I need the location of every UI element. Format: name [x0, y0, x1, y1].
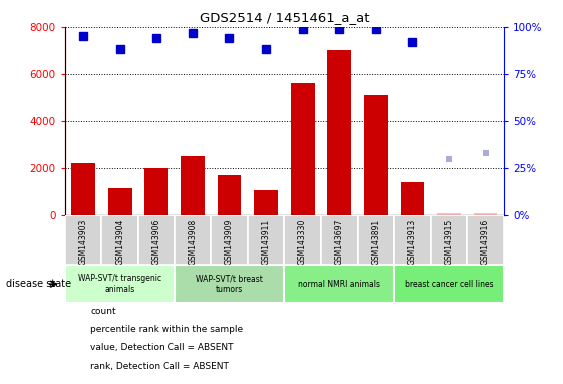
Text: WAP-SVT/t breast
tumors: WAP-SVT/t breast tumors	[196, 275, 263, 294]
Text: GSM143891: GSM143891	[372, 219, 380, 265]
Text: percentile rank within the sample: percentile rank within the sample	[90, 325, 243, 334]
Bar	[467, 215, 504, 265]
Text: count: count	[90, 306, 116, 316]
Text: GSM143906: GSM143906	[152, 219, 160, 265]
Text: breast cancer cell lines: breast cancer cell lines	[405, 280, 493, 289]
Bar	[217, 175, 242, 215]
Bar	[211, 215, 248, 265]
Bar	[394, 215, 431, 265]
Text: GSM143697: GSM143697	[335, 219, 343, 265]
Bar	[284, 265, 394, 303]
Bar	[284, 215, 321, 265]
Bar	[71, 163, 95, 215]
Bar	[358, 215, 394, 265]
Text: rank, Detection Call = ABSENT: rank, Detection Call = ABSENT	[90, 362, 229, 371]
Bar	[108, 188, 132, 215]
Bar	[431, 215, 467, 265]
Text: value, Detection Call = ABSENT: value, Detection Call = ABSENT	[90, 343, 234, 353]
Bar	[364, 95, 388, 215]
Bar	[394, 265, 504, 303]
Bar	[101, 215, 138, 265]
Bar	[327, 50, 351, 215]
Text: GSM143909: GSM143909	[225, 219, 234, 265]
Bar	[175, 265, 284, 303]
Text: GSM143911: GSM143911	[262, 219, 270, 265]
Text: GSM143904: GSM143904	[115, 219, 124, 265]
Text: WAP-SVT/t transgenic
animals: WAP-SVT/t transgenic animals	[78, 275, 161, 294]
Title: GDS2514 / 1451461_a_at: GDS2514 / 1451461_a_at	[199, 11, 369, 24]
Bar	[437, 213, 461, 215]
Text: GSM143908: GSM143908	[189, 219, 197, 265]
Text: GSM143913: GSM143913	[408, 219, 417, 265]
Bar	[138, 215, 175, 265]
Text: GSM143903: GSM143903	[79, 219, 87, 265]
Text: GSM143915: GSM143915	[445, 219, 453, 265]
Bar	[400, 182, 425, 215]
Bar	[144, 168, 168, 215]
Bar	[65, 215, 101, 265]
Bar	[473, 213, 498, 215]
Text: disease state: disease state	[6, 279, 71, 289]
Bar	[254, 190, 278, 215]
Bar	[181, 156, 205, 215]
Text: GSM143330: GSM143330	[298, 219, 307, 265]
Bar	[65, 265, 175, 303]
Text: normal NMRI animals: normal NMRI animals	[298, 280, 380, 289]
Bar	[291, 83, 315, 215]
Text: GSM143916: GSM143916	[481, 219, 490, 265]
Bar	[248, 215, 284, 265]
Bar	[175, 215, 211, 265]
Bar	[321, 215, 358, 265]
